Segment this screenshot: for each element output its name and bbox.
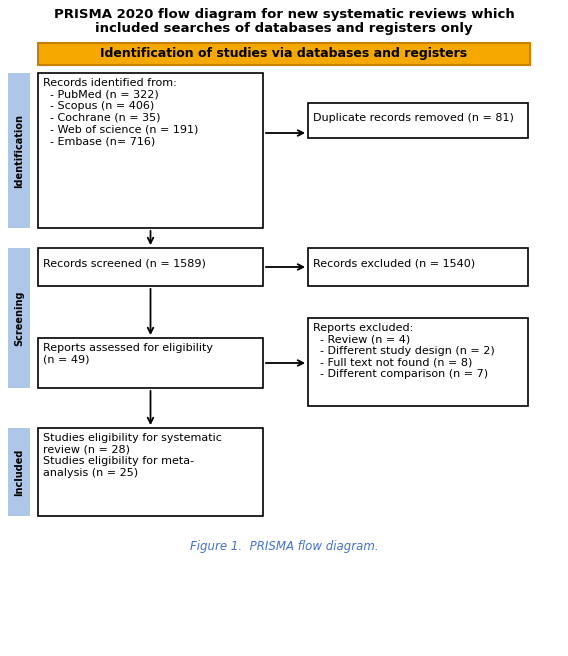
Text: Reports assessed for eligibility
(n = 49): Reports assessed for eligibility (n = 49… [43, 343, 213, 365]
Bar [308, 248, 528, 286]
Text: Screening: Screening [14, 290, 24, 346]
Text: Records excluded (n = 1540): Records excluded (n = 1540) [313, 259, 475, 269]
Bar [308, 103, 528, 138]
Text: Duplicate records removed (n = 81): Duplicate records removed (n = 81) [313, 113, 514, 123]
Bar [38, 428, 263, 516]
Text: Figure 1.  PRISMA flow diagram.: Figure 1. PRISMA flow diagram. [190, 540, 378, 553]
Bar [38, 73, 263, 228]
Bar [308, 318, 528, 406]
Text: Reports excluded:
  - Review (n = 4)
  - Different study design (n = 2)
  - Full: Reports excluded: - Review (n = 4) - Dif… [313, 323, 495, 379]
Text: Records identified from:
  - PubMed (n = 322)
  - Scopus (n = 406)
  - Cochrane : Records identified from: - PubMed (n = 3… [43, 78, 198, 146]
Bar [38, 338, 263, 388]
Bar [8, 428, 30, 516]
Text: Identification: Identification [14, 113, 24, 188]
Text: included searches of databases and registers only: included searches of databases and regis… [95, 22, 473, 35]
Bar [38, 248, 263, 286]
Text: PRISMA 2020 flow diagram for new systematic reviews which: PRISMA 2020 flow diagram for new systema… [53, 8, 515, 21]
Bar [8, 248, 30, 388]
Text: Records screened (n = 1589): Records screened (n = 1589) [43, 259, 206, 269]
Text: Identification of studies via databases and registers: Identification of studies via databases … [101, 47, 467, 60]
Text: Studies eligibility for systematic
review (n = 28)
Studies eligibility for meta-: Studies eligibility for systematic revie… [43, 433, 222, 478]
Bar [8, 73, 30, 228]
Text: Included: Included [14, 448, 24, 496]
Bar [38, 43, 530, 65]
